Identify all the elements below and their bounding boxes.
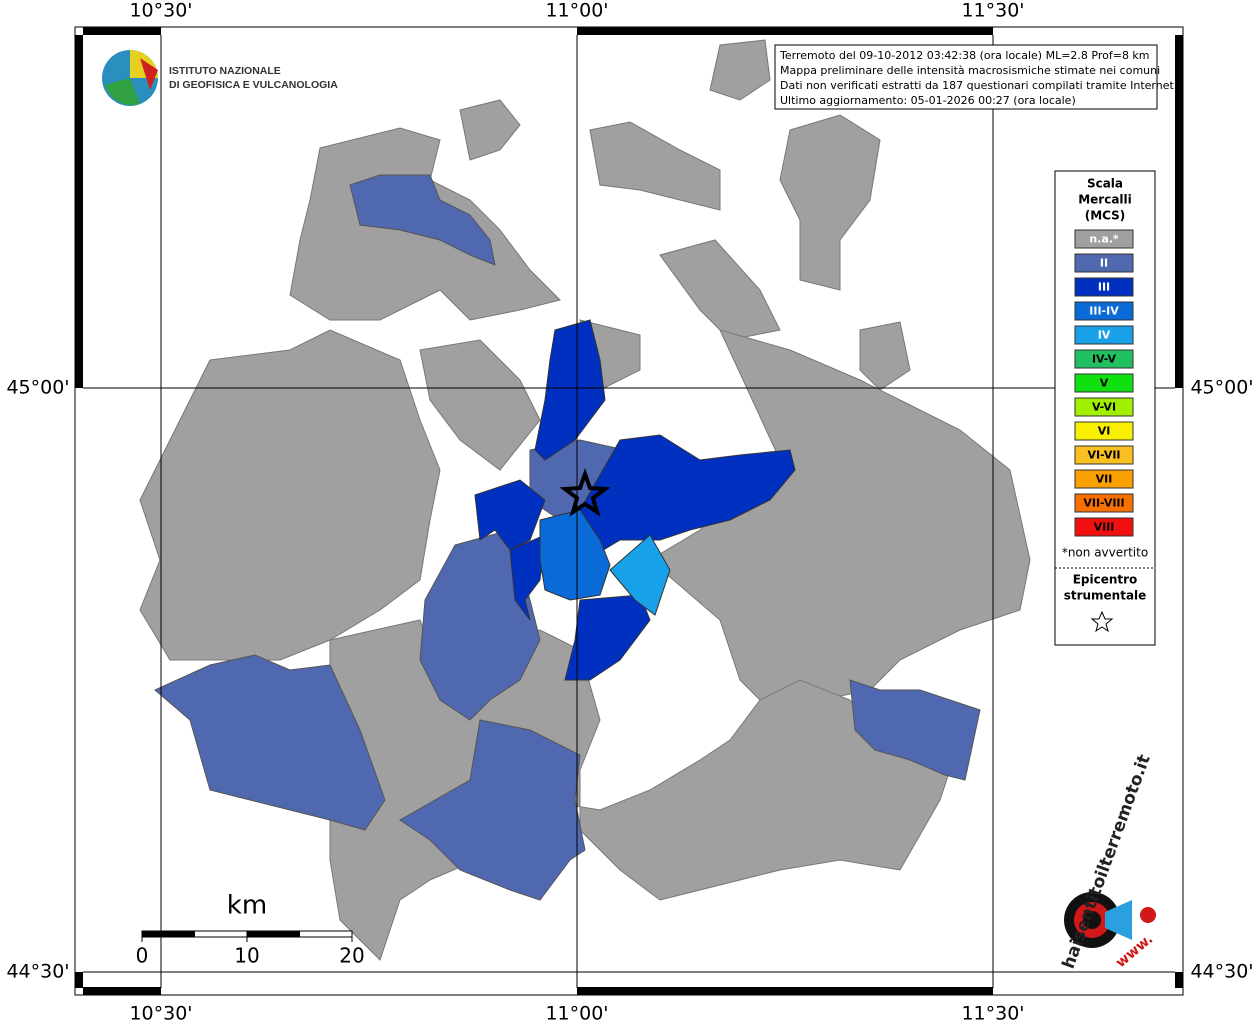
legend-title: Mercalli [1078, 193, 1132, 207]
legend-label: VI-VII [1087, 449, 1120, 462]
lon-label: 11°30' [961, 0, 1024, 22]
legend-epicenter: strumentale [1064, 589, 1147, 603]
scale-label: 20 [339, 944, 364, 968]
lon-label: 11°00' [545, 1003, 608, 1025]
legend-swatch [1074, 421, 1134, 441]
legend-label: III-IV [1089, 305, 1119, 318]
scale-segment [141, 930, 195, 938]
legend-label: V [1100, 377, 1109, 390]
legend-label: IV [1098, 329, 1111, 342]
legend-title: (MCS) [1085, 209, 1126, 223]
epicenter-star [559, 468, 611, 517]
legend-epicenter: Epicentro [1073, 573, 1138, 587]
scale-segment [194, 930, 248, 938]
legend-swatch [1074, 445, 1134, 465]
legend-swatch [1074, 469, 1134, 489]
legend-label: IV-V [1092, 353, 1117, 366]
legend-swatch [1074, 493, 1134, 513]
legend-swatch [1074, 229, 1134, 249]
legend-swatch [1074, 301, 1134, 321]
scale-unit: km [227, 891, 267, 921]
lon-label: 10°30' [129, 1003, 192, 1025]
scale-label: 0 [136, 944, 149, 968]
info-line: Mappa preliminare delle intensità macros… [780, 64, 1160, 77]
lat-label: 45°00' [1190, 377, 1253, 399]
legend-swatch [1074, 373, 1134, 393]
site-logo [1064, 892, 1156, 948]
legend-label: VI [1098, 425, 1111, 438]
lat-label: 45°00' [6, 377, 69, 399]
info-box [774, 44, 1158, 110]
ingv-logo [102, 50, 158, 106]
logo-text: DI GEOFISICA E VULCANOLOGIA [169, 79, 338, 91]
legend-swatch [1074, 253, 1134, 273]
legend-label: III [1098, 281, 1110, 294]
legend-note: *non avvertito [1062, 546, 1148, 560]
intensity-areas [154, 174, 981, 901]
legend-swatch [1074, 517, 1134, 537]
legend-label: VII-VIII [1083, 497, 1124, 510]
legend-star [1090, 610, 1114, 633]
legend-label: n.a.* [1089, 233, 1119, 246]
scale-label: 10 [234, 944, 259, 968]
lat-label: 44°30' [6, 961, 69, 983]
legend-swatch [1074, 349, 1134, 369]
scale-segment [299, 930, 353, 938]
legend-label: VIII [1094, 521, 1115, 534]
lon-label: 11°00' [545, 0, 608, 22]
legend-label: V-VI [1092, 401, 1116, 414]
legend-label: VII [1096, 473, 1113, 486]
lon-label: 10°30' [129, 0, 192, 22]
lat-label: 44°30' [1190, 961, 1253, 983]
legend-swatch [1074, 397, 1134, 417]
scale-segment [246, 930, 300, 938]
grid [83, 35, 1175, 988]
info-line: Terremoto del 09-10-2012 03:42:38 (ora l… [779, 49, 1150, 62]
legend-label: II [1100, 257, 1108, 270]
legend-swatch [1074, 277, 1134, 297]
info-line: Ultimo aggiornamento: 05-01-2026 00:27 (… [780, 94, 1076, 107]
legend-title: Scala [1087, 177, 1123, 191]
logo-text: ISTITUTO NAZIONALE [169, 65, 281, 77]
lon-label: 11°30' [961, 1003, 1024, 1025]
frame-bars [75, 27, 1183, 995]
legend-swatch [1074, 325, 1134, 345]
info-line: Dati non verificati estratti da 187 ques… [780, 79, 1177, 92]
